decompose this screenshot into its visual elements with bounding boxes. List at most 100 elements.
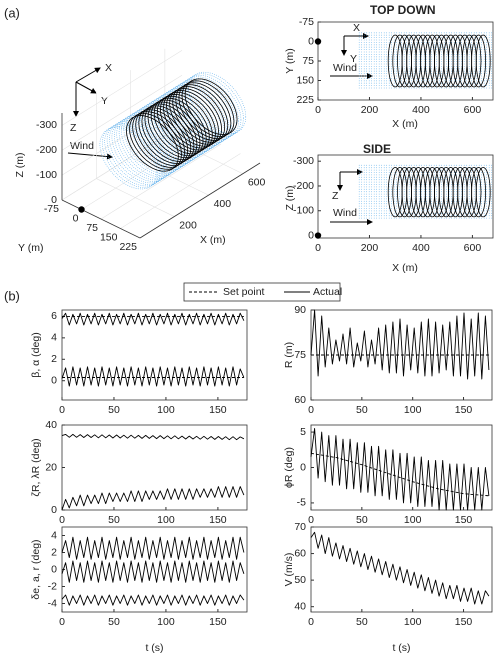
x-axis-label: t (s) [145,642,163,654]
y-tick-label: -5 [297,497,306,509]
y-tick-label: 50 [294,574,306,586]
y-tick-label: 2 [51,353,57,365]
x-tick-label: 600 [248,176,266,188]
z-axis-label: Z (m) [14,152,26,177]
series-line [61,366,245,387]
loop [406,34,422,88]
x-tick-label: 200 [179,219,197,231]
annotation: Wind [333,207,357,219]
triad [67,67,113,160]
loop [457,34,473,88]
loop [144,103,198,161]
series-line [61,594,245,606]
plot-frame [317,154,494,239]
x-tick-label: 0 [315,242,321,254]
y-tick-label: 0 [300,461,306,473]
loop [457,166,473,218]
x-tick-label: 600 [464,242,482,254]
y-tick-label: 70 [294,521,306,533]
chart-title: SIDE [363,142,391,156]
annotation: Y [350,53,357,65]
loop [132,111,185,168]
loop [392,34,408,88]
y-tick-label: 150 [100,231,118,243]
x-axis-label: t (s) [392,642,410,654]
x-tick-label: 150 [455,404,473,416]
y-tick-label: -200 [293,180,314,192]
legend-label: Set point [223,286,265,298]
loop [129,113,182,170]
y-axis-label: Y (m) [18,242,43,254]
chart-title: TOP DOWN [370,3,436,17]
x-tick-label: 0 [308,514,314,526]
y-tick-label: -75 [299,16,314,28]
y-tick-label: 2 [51,546,57,558]
loop [415,166,431,218]
y-tick-label: 60 [294,394,306,406]
x-tick-label: 100 [404,514,422,526]
y-tick-label: 4 [51,529,57,541]
series-line [61,536,245,560]
series-line [310,309,490,380]
legend [183,282,341,302]
grid-line [61,124,183,201]
loop [443,34,459,88]
loop [452,166,468,218]
grid-line [61,75,183,151]
loop [169,88,222,145]
loop [141,105,195,163]
annotation: X [105,62,112,74]
y-tick-label: 225 [296,94,314,106]
loop [166,89,219,147]
loop [429,166,445,218]
x-tick-label: 200 [361,104,379,116]
loop [397,34,412,88]
y-tick-label: 75 [86,222,98,234]
loop [135,109,189,166]
x-tick-label: 150 [455,616,473,628]
series-line [61,433,245,441]
grid-line [61,50,183,126]
origin-marker [78,206,85,213]
loop [172,86,226,143]
y-tick-label: 40 [294,600,306,612]
origin-marker [314,232,322,239]
loop [410,166,426,218]
loop [184,78,238,136]
series-line [310,452,489,497]
y-tick-label: -100 [293,205,314,217]
loop [147,101,201,159]
legend-label: Actual [313,286,342,298]
z-tick-label: -300 [36,119,57,131]
loop [461,166,477,218]
x-tick-label: 100 [404,404,422,416]
y-axis-label: β, α (deg) [30,332,42,377]
x-axis-label: X (m) [200,234,226,246]
loop [461,34,477,88]
x-axis-label: X (m) [392,118,418,130]
loop [175,84,229,141]
y-tick-label: 75 [302,55,314,67]
grid-line [120,153,241,229]
y-tick-label: 4 [51,332,57,344]
y-tick-label: -300 [293,155,314,167]
x-tick-label: 0 [59,514,65,526]
x-axis [139,162,261,239]
y-axis-label: V (m/s) [283,553,295,587]
annotation: Wind [333,62,357,74]
loop [471,166,487,218]
y-axis-label: Z (m) [284,185,296,210]
z-tick-label: -100 [36,169,57,181]
loop [420,34,436,88]
y-axis [61,199,141,239]
y-tick-label: 0 [51,504,57,516]
loop [401,34,417,88]
x-tick-label: 200 [361,242,379,254]
y-tick-label: 0 [308,35,314,47]
x-tick-label: 150 [209,404,227,416]
loop [429,34,445,88]
loop [138,107,192,164]
loop [424,34,440,88]
